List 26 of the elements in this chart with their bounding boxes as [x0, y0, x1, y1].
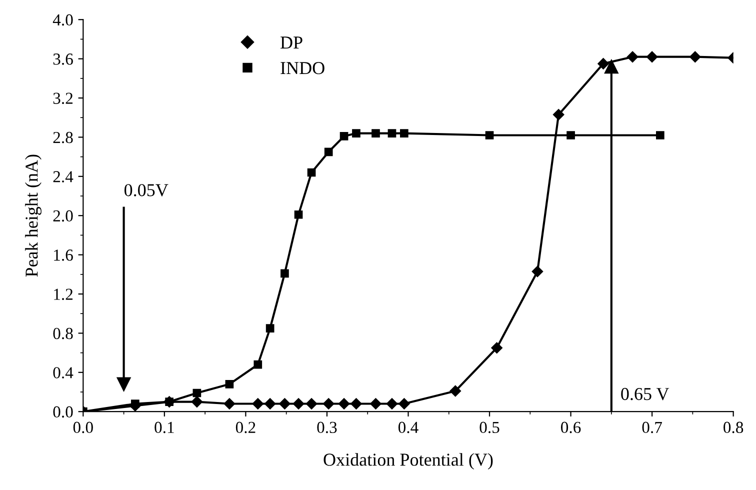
y-tick-label: 4.0	[52, 14, 73, 26]
y-tick-label: 0.8	[53, 328, 73, 340]
y-tick-label: 1.6	[54, 250, 73, 261]
x-tick-label: 0.6	[561, 422, 581, 434]
legend-label: INDO	[280, 62, 324, 74]
y-tick-label: 2.0	[53, 210, 73, 222]
y-tick-label: 1.2	[54, 288, 73, 300]
y-tick-label: 3.6	[53, 54, 73, 65]
y-tick-label: 3.2	[53, 92, 73, 104]
x-axis-title: Oxidation Potential (V)	[324, 453, 493, 470]
y-tick-label: 0.4	[53, 367, 74, 378]
x-tick-label: 0.4	[398, 422, 418, 434]
x-tick-label: 0.3	[317, 422, 337, 434]
y-axis-title: Peak height (nA)	[25, 154, 42, 277]
y-tick-label: 0.0	[53, 406, 73, 418]
x-tick-label: 0.8	[724, 422, 744, 434]
x-tick-label: 0.7	[642, 422, 662, 434]
y-tick-label: 2.8	[53, 132, 73, 144]
x-tick-label: 0.1	[154, 422, 174, 434]
ref-line-label: 0.05V	[124, 184, 168, 196]
ref-line-label: 0.65 V	[621, 388, 670, 400]
x-tick-label: 0.0	[73, 422, 93, 434]
y-tick-label: 2.4	[53, 171, 74, 182]
x-tick-label: 0.5	[480, 422, 500, 434]
legend-label: DP	[280, 36, 302, 49]
x-tick-label: 0.2	[236, 422, 256, 434]
